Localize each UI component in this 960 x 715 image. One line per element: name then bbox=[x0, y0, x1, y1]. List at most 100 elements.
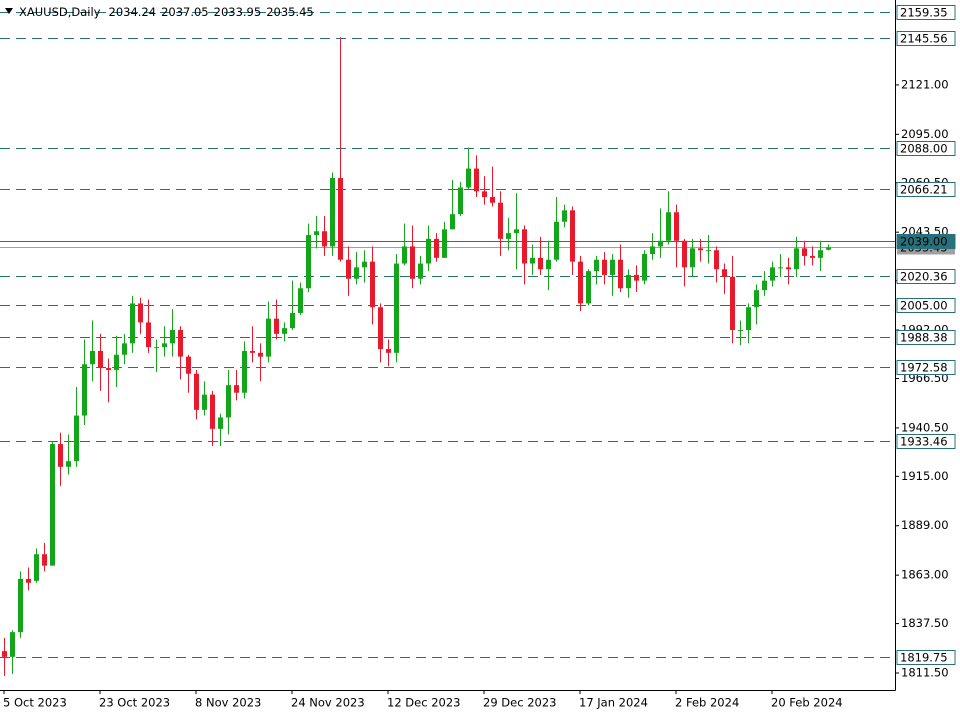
candle-body bbox=[690, 248, 695, 268]
candle-body bbox=[10, 632, 15, 657]
candle-body bbox=[514, 229, 519, 234]
candle-body bbox=[666, 212, 671, 241]
candle-body bbox=[122, 343, 127, 355]
candle-body bbox=[170, 330, 175, 344]
y-tick-label: 1940.50 bbox=[901, 420, 949, 434]
candle-body bbox=[402, 246, 407, 264]
level-label: 2005.00 bbox=[900, 299, 948, 313]
candle-body bbox=[42, 554, 47, 566]
y-tick-label: 1837.50 bbox=[901, 616, 949, 630]
y-tick-label: 2095.00 bbox=[901, 127, 949, 141]
candle-body bbox=[290, 312, 295, 329]
candle-body bbox=[2, 651, 7, 657]
level-label-box bbox=[896, 330, 956, 345]
candle-body bbox=[26, 578, 31, 583]
candle-body bbox=[658, 240, 663, 247]
candle-body bbox=[442, 229, 447, 258]
candle-body bbox=[650, 246, 655, 255]
candle-body bbox=[722, 269, 727, 277]
x-tick-label: 17 Jan 2024 bbox=[579, 696, 648, 710]
level-label: 1819.75 bbox=[900, 651, 948, 665]
candle-body bbox=[266, 318, 271, 357]
candle-body bbox=[634, 274, 639, 281]
level-label-box bbox=[896, 650, 956, 665]
candle-body bbox=[674, 212, 679, 241]
candle-body bbox=[258, 352, 263, 357]
candle-body bbox=[378, 307, 383, 350]
candle-body bbox=[178, 330, 183, 357]
candle-body bbox=[698, 248, 703, 251]
y-tick-label: 1889.00 bbox=[901, 518, 949, 532]
candle-body bbox=[146, 322, 151, 348]
x-tick-label: 29 Dec 2023 bbox=[483, 696, 556, 710]
candle-body bbox=[242, 350, 247, 393]
x-tick-label: 24 Nov 2023 bbox=[291, 696, 365, 710]
candle-body bbox=[730, 276, 735, 331]
header-low: 2033.95 bbox=[214, 5, 262, 19]
level-label-box bbox=[896, 182, 956, 197]
candle-body bbox=[530, 257, 535, 264]
candle-body bbox=[586, 271, 591, 304]
candle-body bbox=[578, 261, 583, 304]
x-tick-label: 2 Feb 2024 bbox=[675, 696, 739, 710]
candle-body bbox=[322, 231, 327, 247]
candle-body bbox=[714, 250, 719, 270]
candle-body bbox=[682, 240, 687, 268]
candle-body bbox=[562, 210, 567, 222]
level-label-box bbox=[896, 141, 956, 156]
level-label: 2145.56 bbox=[900, 32, 948, 46]
level-label: 2020.36 bbox=[900, 270, 948, 284]
chart-header: XAUUSD,Daily 2034.24 2037.05 2033.95 2035.45 bbox=[19, 5, 314, 19]
price-labels: 2035.452159.352145.562088.002066.212020.… bbox=[896, 5, 956, 665]
candle-body bbox=[250, 350, 255, 353]
level-label: 1988.38 bbox=[900, 331, 948, 345]
candle-body bbox=[458, 187, 463, 215]
level-label-box bbox=[896, 31, 956, 46]
level-label: 2088.00 bbox=[900, 142, 948, 156]
level-label-box bbox=[896, 434, 956, 449]
level-label-box bbox=[896, 269, 956, 284]
candle-body bbox=[746, 307, 751, 331]
candle-body bbox=[362, 261, 367, 268]
menu-triangle[interactable] bbox=[5, 8, 13, 14]
candle-body bbox=[490, 197, 495, 203]
candle-body bbox=[218, 417, 223, 429]
candle-body bbox=[738, 330, 743, 332]
candle-body bbox=[794, 248, 799, 270]
candle-body bbox=[346, 259, 351, 279]
x-tick-label: 8 Nov 2023 bbox=[195, 696, 261, 710]
header-close: 2035.45 bbox=[266, 5, 314, 19]
candle-body bbox=[114, 354, 119, 370]
candle-body bbox=[778, 267, 783, 269]
candle-body bbox=[434, 238, 439, 258]
candle-body bbox=[386, 349, 391, 353]
candle-body bbox=[234, 385, 239, 393]
header-open: 2034.24 bbox=[109, 5, 157, 19]
candle-body bbox=[426, 238, 431, 264]
level-label: 2066.21 bbox=[900, 183, 948, 197]
candle-body bbox=[162, 343, 167, 348]
candle-body bbox=[506, 233, 511, 239]
candle-body bbox=[210, 394, 215, 429]
candle-body bbox=[602, 259, 607, 275]
header-high: 2037.05 bbox=[161, 5, 209, 19]
candle-body bbox=[610, 259, 615, 275]
level-label: 2159.35 bbox=[900, 6, 948, 20]
candle-body bbox=[370, 261, 375, 308]
candle-body bbox=[770, 267, 775, 281]
candle-body bbox=[554, 221, 559, 260]
x-tick-label: 23 Oct 2023 bbox=[99, 696, 170, 710]
candle-body bbox=[354, 267, 359, 279]
candle-body bbox=[706, 250, 711, 252]
candle-body bbox=[762, 280, 767, 291]
candle-body bbox=[570, 210, 575, 262]
candle-body bbox=[186, 356, 191, 374]
candle-body bbox=[298, 288, 303, 313]
candle-body bbox=[618, 259, 623, 289]
candle-body bbox=[138, 303, 143, 323]
candle-body bbox=[18, 578, 23, 633]
candle-body bbox=[522, 229, 527, 264]
candle-body bbox=[410, 246, 415, 279]
candle-body bbox=[74, 415, 79, 462]
